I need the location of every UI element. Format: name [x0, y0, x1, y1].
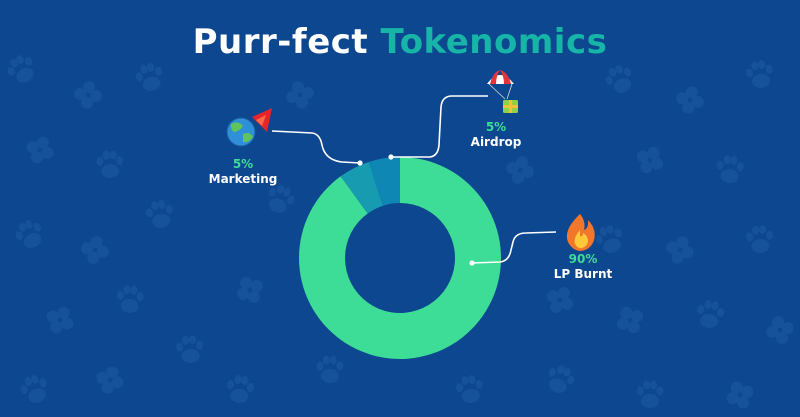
- marketing-leader-line: [271, 130, 361, 164]
- parachute-gift-icon: [487, 70, 518, 113]
- clover-decoration: [72, 79, 104, 111]
- airdrop-name: Airdrop: [470, 135, 522, 149]
- paw-print-decoration: [316, 355, 344, 384]
- clover-decoration: [541, 281, 579, 319]
- clover-decoration: [78, 233, 112, 267]
- paw-print-decoration: [745, 224, 775, 255]
- clover-decoration: [230, 270, 270, 310]
- paw-print-decoration: [133, 60, 167, 95]
- paw-print-decoration: [542, 361, 579, 398]
- paw-print-decoration: [744, 58, 776, 91]
- paw-print-decoration: [175, 334, 205, 365]
- clover-decoration: [631, 141, 669, 179]
- donut-chart: [299, 157, 501, 359]
- paw-print-decoration: [715, 154, 745, 184]
- clover-decoration: [503, 153, 537, 187]
- marketing-label: 5% Marketing: [198, 157, 288, 187]
- slice-marketing: [340, 161, 384, 214]
- marketing-name: Marketing: [208, 172, 278, 186]
- lp-burnt-leader-dot: [469, 260, 475, 266]
- fire-icon: [566, 214, 595, 251]
- title-part-accent: Tokenomics: [380, 22, 608, 62]
- lp-burnt-percent: 90%: [568, 252, 598, 266]
- paw-print-decoration: [143, 198, 176, 231]
- paw-print-decoration: [96, 150, 124, 179]
- slice-lp-burnt: [299, 157, 501, 359]
- paw-print-decoration: [115, 284, 145, 314]
- paw-print-decoration: [636, 380, 664, 408]
- clover-decoration: [282, 77, 318, 113]
- paw-print-decoration: [224, 373, 256, 405]
- clover-decoration: [763, 313, 797, 347]
- clover-decoration: [662, 232, 698, 268]
- page-title: Purr-fect Tokenomics: [0, 22, 800, 62]
- airdrop-label: 5% Airdrop: [458, 120, 534, 150]
- title-part-white: Purr-fect: [192, 22, 369, 62]
- paw-print-decoration: [17, 371, 53, 407]
- clover-decoration: [41, 301, 79, 339]
- leader-lines: [271, 95, 557, 266]
- clover-decoration: [611, 301, 649, 339]
- lp-burnt-leader-line: [471, 231, 557, 264]
- airdrop-leader-line: [391, 95, 488, 158]
- globe-rocket-icon: [226, 108, 272, 147]
- clover-decoration: [92, 362, 128, 398]
- marketing-percent: 5%: [232, 157, 254, 171]
- clover-decoration: [673, 83, 707, 117]
- lp-burnt-name: LP Burnt: [553, 267, 613, 281]
- airdrop-leader-dot: [388, 154, 394, 160]
- paw-print-decoration: [454, 373, 486, 405]
- paw-print-decoration: [601, 61, 638, 98]
- clover-decoration: [21, 131, 59, 169]
- paw-print-decoration: [11, 216, 48, 253]
- slice-airdrop: [368, 157, 400, 206]
- airdrop-percent: 5%: [485, 120, 507, 134]
- lp-burnt-label: 90% LP Burnt: [548, 252, 618, 282]
- marketing-leader-dot: [357, 160, 363, 166]
- paw-print-decoration: [694, 298, 726, 330]
- clover-decoration: [721, 376, 759, 414]
